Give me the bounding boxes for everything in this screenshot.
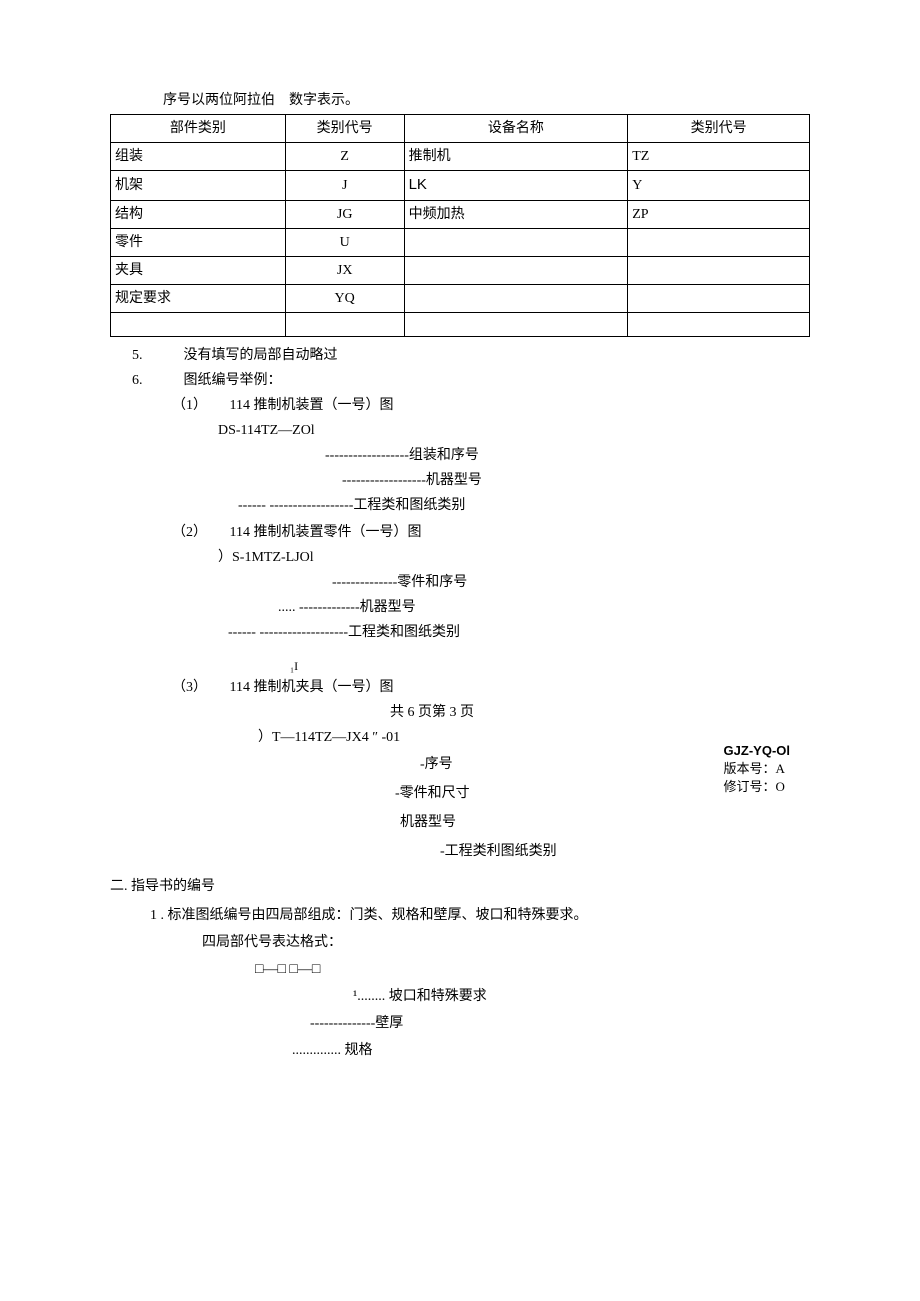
cell: 推制机 bbox=[404, 143, 628, 171]
example-title: 114 推制机装置（一号）图 bbox=[230, 398, 394, 413]
item-number: 6. bbox=[132, 370, 180, 391]
item-text: 没有填写的局部自动略过 bbox=[184, 348, 338, 363]
doc-revision: 修订号：O bbox=[724, 778, 790, 796]
table-row: 机架 J LK Y bbox=[111, 171, 810, 201]
example-title: 114 推制机装置零件（一号）图 bbox=[230, 525, 422, 540]
dash-annotation: ¹........ 坡口和特殊要求 bbox=[353, 986, 810, 1007]
table-row: 组装 Z 推制机 TZ bbox=[111, 143, 810, 171]
category-table: 部件类别 类别代号 设备名称 类别代号 组装 Z 推制机 TZ 机架 J LK … bbox=[110, 114, 810, 337]
dash-annotation: .............. 规格 bbox=[292, 1040, 810, 1061]
header-cell: 部件类别 bbox=[111, 115, 286, 143]
doc-version: 版本号：A bbox=[724, 760, 790, 778]
cell: LK bbox=[404, 171, 628, 201]
dash-annotation: ------ ------------------工程类和图纸类别 bbox=[238, 495, 810, 516]
cell bbox=[628, 312, 810, 336]
cell: U bbox=[285, 228, 404, 256]
item-text: 图纸编号举例： bbox=[184, 373, 282, 388]
table-row: 夹具 JX bbox=[111, 256, 810, 284]
example-number: （2） bbox=[172, 522, 226, 543]
dash-annotation: ..... -------------机器型号 bbox=[278, 597, 810, 618]
example-code: ）S-1MTZ-LJOl bbox=[218, 547, 810, 568]
document-header-box: GJZ-YQ-Ol 版本号：A 修订号：O bbox=[724, 742, 790, 797]
section-2-item-1: 1 . 标准图纸编号由四局部组成：门类、规格和壁厚、坡口和特殊要求。 bbox=[150, 905, 810, 926]
cell: JG bbox=[285, 200, 404, 228]
cell bbox=[404, 256, 628, 284]
cell: YQ bbox=[285, 284, 404, 312]
table-row: 零件 U bbox=[111, 228, 810, 256]
cell bbox=[285, 312, 404, 336]
cell: J bbox=[285, 171, 404, 201]
cell: 中频加热 bbox=[404, 200, 628, 228]
sub-marker: ₁I bbox=[290, 657, 810, 675]
cell: 结构 bbox=[111, 200, 286, 228]
item-6: 6. 图纸编号举例： bbox=[132, 370, 810, 391]
intro-text: 序号以两位阿拉伯 数字表示。 bbox=[163, 90, 810, 111]
dash-annotation: -工程类利图纸类别 bbox=[440, 841, 810, 862]
format-boxes: □—□ □—□ bbox=[255, 959, 810, 980]
cell: 零件 bbox=[111, 228, 286, 256]
item-number: 5. bbox=[132, 345, 180, 366]
dash-annotation: ------------------组装和序号 bbox=[325, 445, 810, 466]
table-row: 规定要求 YQ bbox=[111, 284, 810, 312]
cell bbox=[404, 312, 628, 336]
example-2: （2） 114 推制机装置零件（一号）图 bbox=[172, 522, 810, 543]
cell: 夹具 bbox=[111, 256, 286, 284]
table-row bbox=[111, 312, 810, 336]
header-cell: 类别代号 bbox=[285, 115, 404, 143]
example-3: （3） 114 推制机夹具（一号）图 bbox=[172, 677, 810, 698]
cell bbox=[628, 284, 810, 312]
dash-annotation: 机器型号 bbox=[400, 812, 810, 833]
table-header-row: 部件类别 类别代号 设备名称 类别代号 bbox=[111, 115, 810, 143]
cell: 机架 bbox=[111, 171, 286, 201]
cell: Y bbox=[628, 171, 810, 201]
dash-annotation: --------------零件和序号 bbox=[332, 572, 810, 593]
section-2-title: 二. 指导书的编号 bbox=[110, 876, 810, 897]
cell bbox=[404, 228, 628, 256]
cell: 组装 bbox=[111, 143, 286, 171]
cell bbox=[404, 284, 628, 312]
cell bbox=[628, 228, 810, 256]
example-1: （1） 114 推制机装置（一号）图 bbox=[172, 395, 810, 416]
cell: TZ bbox=[628, 143, 810, 171]
item-5: 5. 没有填写的局部自动略过 bbox=[132, 345, 810, 366]
section-2-sub1: 四局部代号表达格式： bbox=[202, 932, 810, 953]
cell: ZP bbox=[628, 200, 810, 228]
example-number: （1） bbox=[172, 395, 226, 416]
example-title: 114 推制机夹具（一号）图 bbox=[230, 680, 394, 695]
dash-annotation: ------------------机器型号 bbox=[342, 470, 810, 491]
cell: Z bbox=[285, 143, 404, 171]
dash-annotation: ------ -------------------工程类和图纸类别 bbox=[228, 622, 810, 643]
cell bbox=[111, 312, 286, 336]
example-number: （3） bbox=[172, 677, 226, 698]
header-cell: 设备名称 bbox=[404, 115, 628, 143]
cell: 规定要求 bbox=[111, 284, 286, 312]
page-info: 共 6 页第 3 页 bbox=[390, 702, 810, 723]
dash-annotation: --------------壁厚 bbox=[310, 1013, 810, 1034]
cell: JX bbox=[285, 256, 404, 284]
header-cell: 类别代号 bbox=[628, 115, 810, 143]
cell bbox=[628, 256, 810, 284]
table-row: 结构 JG 中频加热 ZP bbox=[111, 200, 810, 228]
example-code: DS-114TZ—ZOl bbox=[218, 420, 810, 441]
doc-code: GJZ-YQ-Ol bbox=[724, 742, 790, 760]
